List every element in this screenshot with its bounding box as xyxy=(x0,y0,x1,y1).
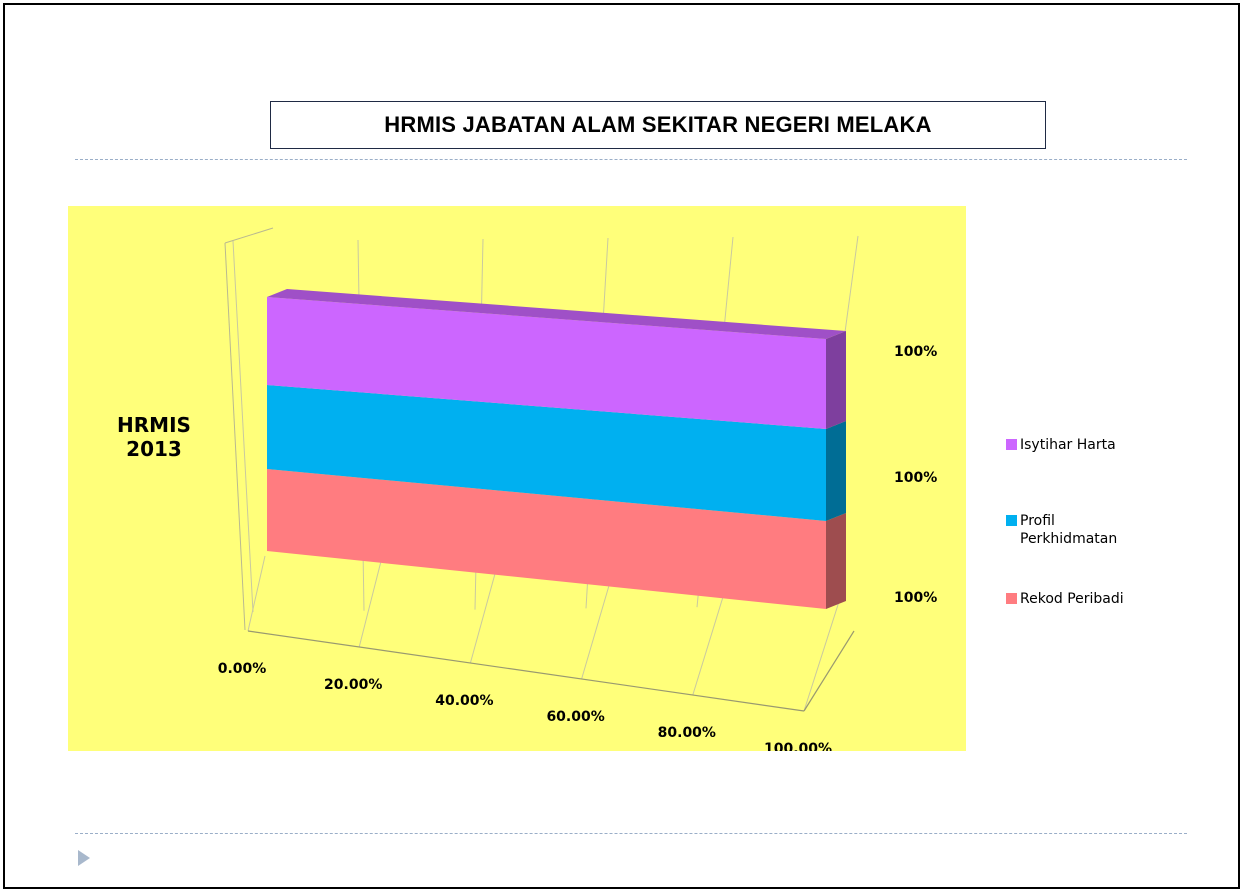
category-label: 2013 xyxy=(126,437,182,461)
chart-plot-area: 0.00% 20.00% 40.00% 60.00% 80.00% 100.00% 100%… xyxy=(68,206,966,751)
data-label-isytihar-harta: 100% xyxy=(894,344,937,360)
bottom-dashed-divider xyxy=(75,833,1187,834)
legend-label-profil-perkhidmatan: Profil Perkhidmatan xyxy=(1020,513,1118,547)
x-tick-label: 40.00% xyxy=(435,693,493,709)
chart-svg: 0.00% 20.00% 40.00% 60.00% 80.00% 100.00% 100%… xyxy=(117,227,937,751)
x-tick-label: 0.00% xyxy=(218,661,267,677)
legend-item-rekod-peribadi: Rekod Peribadi xyxy=(1006,590,1170,608)
floor-gridline xyxy=(247,555,266,632)
bar-top-face xyxy=(267,289,846,339)
wall-left-edge xyxy=(224,242,246,631)
x-tick-label: 100.00% xyxy=(764,741,832,751)
floor-gridline xyxy=(692,579,729,696)
legend-label-isytihar-harta: Isytihar Harta xyxy=(1020,437,1116,453)
bar-segment-isytihar-harta xyxy=(267,297,826,429)
bar-segment-rekod-peribadi xyxy=(267,469,826,609)
category-label: HRMIS xyxy=(117,413,191,437)
legend-label-rekod-peribadi: Rekod Peribadi xyxy=(1020,591,1124,607)
bar-side-profil-perkhidmatan xyxy=(826,421,846,521)
floor-gridline xyxy=(803,585,845,712)
wall-gridline xyxy=(232,240,254,613)
x-axis-line xyxy=(247,630,805,712)
bar-side-rekod-peribadi xyxy=(826,513,846,609)
legend-item-profil-perkhidmatan: Profil Perkhidmatan xyxy=(1006,512,1170,548)
bar-segment-profil-perkhidmatan xyxy=(267,385,826,521)
bullet-arrow-icon xyxy=(78,850,90,866)
x-tick-label: 80.00% xyxy=(658,725,716,741)
legend-swatch-profil-perkhidmatan xyxy=(1006,515,1017,526)
slide-title-box: HRMIS JABATAN ALAM SEKITAR NEGERI MELAKA xyxy=(270,101,1046,149)
bar-side-isytihar-harta xyxy=(826,331,846,429)
data-label-rekod-peribadi: 100% xyxy=(894,590,937,606)
x-axis-right-edge xyxy=(803,630,855,712)
floor-gridline xyxy=(469,567,498,664)
floor-gridline xyxy=(358,561,382,648)
x-tick-label: 60.00% xyxy=(546,709,604,725)
legend-swatch-isytihar-harta xyxy=(1006,439,1017,450)
data-label-profil-perkhidmatan: 100% xyxy=(894,470,937,486)
top-dashed-divider xyxy=(75,159,1187,160)
legend-item-isytihar-harta: Isytihar Harta xyxy=(1006,436,1170,454)
wall-top-edge xyxy=(224,227,274,244)
slide-title: HRMIS JABATAN ALAM SEKITAR NEGERI MELAKA xyxy=(384,112,932,137)
x-tick-label: 20.00% xyxy=(324,677,382,693)
legend-swatch-rekod-peribadi xyxy=(1006,593,1017,604)
floor-gridline xyxy=(581,573,613,680)
